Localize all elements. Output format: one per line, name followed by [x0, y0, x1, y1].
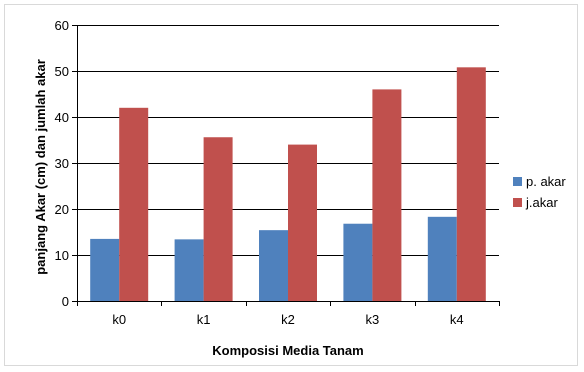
bar-p-akar-k2	[259, 230, 288, 301]
y-axis-ticks: 0 10 20 30 40 50 60	[55, 18, 77, 309]
x-axis-title: Komposisi Media Tanam	[212, 343, 363, 358]
y-tick-label: 0	[62, 294, 69, 309]
x-axis-ticks: k0 k1 k2 k3 k4	[77, 301, 500, 327]
legend-swatch	[513, 198, 522, 207]
bar-j-akar-k1	[203, 137, 233, 301]
bar-p-akar-k0	[90, 238, 120, 301]
y-axis-title: panjang Akar (cm) dan jumlah akar	[33, 59, 48, 275]
y-tick-label: 40	[55, 110, 69, 125]
y-tick-label: 50	[55, 64, 69, 79]
bar-p-akar-k4	[427, 216, 457, 301]
x-tick-label: k4	[450, 312, 464, 327]
bar-j-akar-k4	[456, 67, 486, 301]
legend-label: j.akar	[525, 195, 558, 210]
y-tick-label: 30	[55, 156, 69, 171]
bar-j-akar-k0	[119, 107, 149, 301]
legend: p. akar j.akar	[513, 174, 566, 210]
y-tick-label: 10	[55, 248, 69, 263]
bar-p-akar-k1	[174, 239, 204, 301]
bar-j-akar-k3	[372, 89, 402, 302]
x-tick-label: k2	[281, 312, 295, 327]
y-tick-label: 20	[55, 202, 69, 217]
legend-label: p. akar	[526, 174, 566, 189]
bars	[90, 67, 486, 302]
y-tick-label: 60	[55, 18, 69, 33]
bar-p-akar-k3	[343, 223, 373, 301]
x-tick-label: k0	[112, 312, 126, 327]
legend-swatch	[513, 177, 522, 186]
bar-j-akar-k2	[288, 144, 317, 301]
x-tick-label: k1	[197, 312, 211, 327]
x-tick-label: k3	[366, 312, 380, 327]
